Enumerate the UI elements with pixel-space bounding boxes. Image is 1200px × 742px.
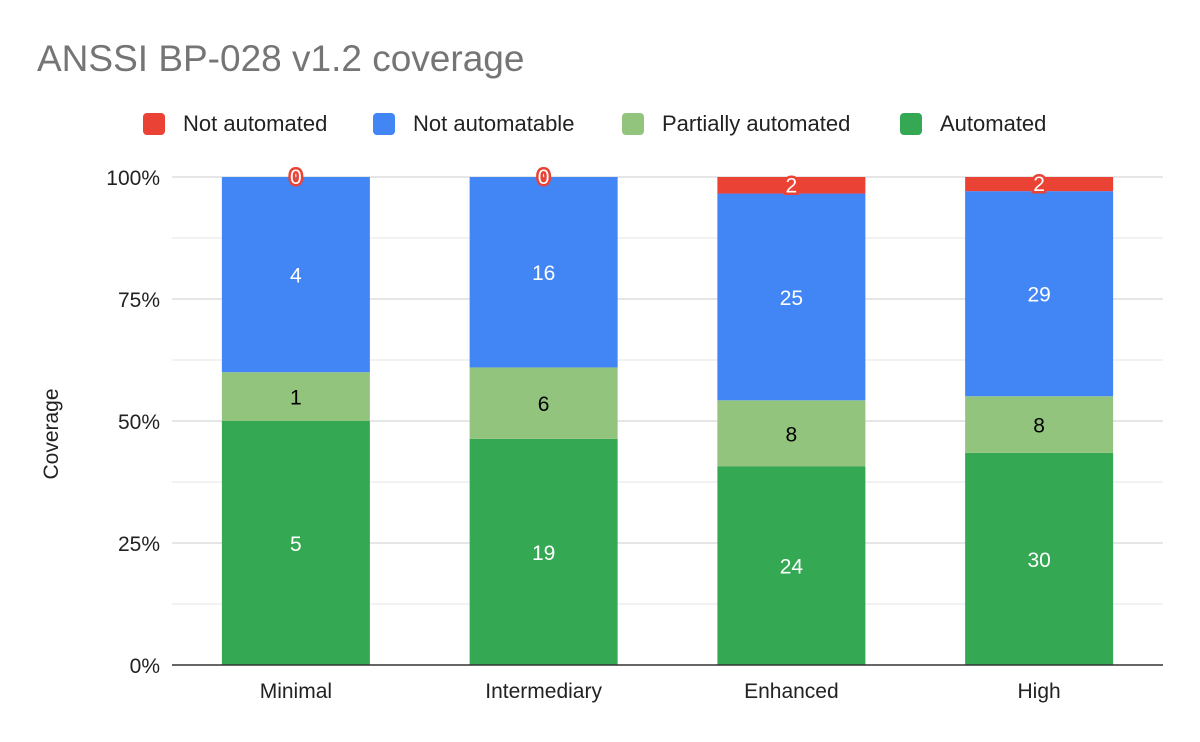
bar-segment <box>717 400 866 467</box>
bar-segment <box>965 396 1114 453</box>
chart-title: ANSSI BP-028 v1.2 coverage <box>37 38 525 79</box>
data-label: 5 <box>290 533 302 556</box>
x-tick-label: Enhanced <box>744 680 839 703</box>
legend-item-partially-automated[interactable]: Partially automated <box>622 110 850 138</box>
x-tick-label: Minimal <box>260 680 332 703</box>
legend-label: Not automated <box>183 111 328 136</box>
bar-segment <box>221 177 370 373</box>
legend-label: Partially automated <box>662 111 851 136</box>
legend-swatch-partially-automated <box>622 113 644 135</box>
data-label: 8 <box>786 423 798 446</box>
bar-segment <box>965 191 1114 397</box>
legend-item-automated[interactable]: Automated <box>900 110 1046 138</box>
bar-segment <box>965 177 1114 192</box>
data-label: 29 <box>1027 284 1050 307</box>
legend-item-not-automatable[interactable]: Not automatable <box>373 110 574 138</box>
bar-segment <box>965 452 1114 665</box>
bar-segment <box>717 177 866 194</box>
legend-item-not-automated[interactable]: Not automated <box>143 110 327 138</box>
y-tick-label: 75% <box>118 289 160 312</box>
bar-segment <box>717 193 866 401</box>
legend-swatch-not-automatable <box>373 113 395 135</box>
y-tick-label: 50% <box>118 411 160 434</box>
data-label: 2 <box>1033 173 1045 196</box>
bar-segment <box>469 367 618 439</box>
legend-swatch-not-automated <box>143 113 165 135</box>
data-label: 25 <box>780 287 803 310</box>
data-label: 0 <box>290 166 302 189</box>
data-label: 19 <box>532 542 555 565</box>
bar-segment <box>221 421 370 665</box>
legend-label: Automated <box>940 111 1047 136</box>
data-label: 0 <box>538 166 550 189</box>
data-label: 24 <box>780 556 804 579</box>
data-label: 1 <box>290 387 302 410</box>
y-tick-label: 100% <box>106 167 160 190</box>
data-label: 8 <box>1033 415 1045 438</box>
y-tick-label: 25% <box>118 533 160 556</box>
legend-label: Not automatable <box>413 111 575 136</box>
data-label: 6 <box>538 393 550 416</box>
bar-segment <box>469 177 618 368</box>
legend-swatch-automated <box>900 113 922 135</box>
y-tick-label: 0% <box>130 655 160 678</box>
x-tick-label: Intermediary <box>485 680 602 703</box>
data-label: 16 <box>532 262 555 285</box>
data-label: 2 <box>786 174 798 197</box>
bar-segment <box>221 372 370 421</box>
data-label: 30 <box>1027 549 1050 572</box>
data-label: 4 <box>290 265 302 288</box>
bar-segment <box>469 438 618 665</box>
x-tick-label: High <box>1018 680 1061 703</box>
legend: Not automated Not automatable Partially … <box>0 110 1200 138</box>
bar-segment <box>717 466 866 665</box>
